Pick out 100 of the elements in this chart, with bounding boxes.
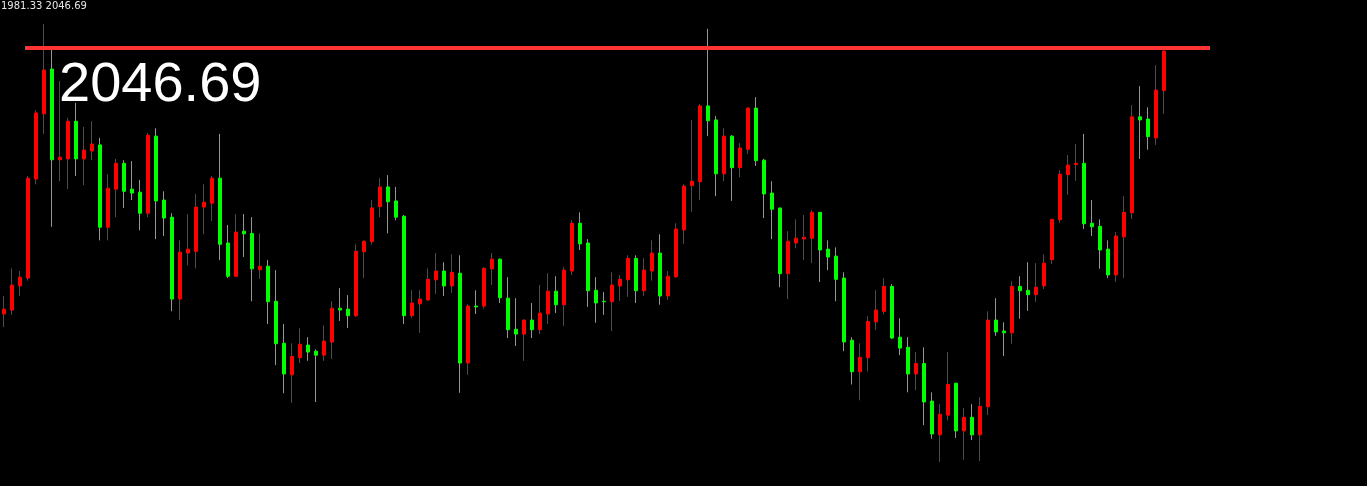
candlestick [682,183,686,245]
candlestick [690,119,694,213]
candlestick [1098,218,1102,270]
candlestick [914,351,918,391]
candlestick [378,177,382,218]
candlestick [706,28,710,137]
candlestick [186,213,190,266]
candlestick [482,266,486,310]
candlestick [434,252,438,295]
candlestick [514,297,518,347]
candlestick [194,193,198,269]
candlestick [946,351,950,421]
candlestick [794,218,798,249]
candlestick [858,342,862,401]
candlestick [882,277,886,315]
candlestick [938,403,942,463]
candlestick [546,272,550,325]
candlestick [970,403,974,441]
candlestick [1066,154,1070,196]
candlestick [58,80,62,182]
candlestick [1082,133,1086,230]
candlestick [162,190,166,237]
candlestick [754,96,758,167]
candlestick [1090,199,1094,237]
candlestick [1050,218,1054,265]
candlestick [770,180,774,240]
candlestick [170,212,174,312]
candlestick [90,120,94,161]
candlestick [370,199,374,246]
candlestick [218,133,222,261]
candlestick [786,230,790,300]
candlestick [658,233,662,306]
candlestick [874,289,878,331]
candlestick [594,276,598,324]
candlestick [106,173,110,241]
candlestick [306,336,310,362]
candlestick [290,342,294,404]
candlestick [738,142,742,178]
candlestick [666,270,670,301]
candlestick [474,289,478,315]
candlestick [826,239,830,271]
candlestick [626,254,630,298]
candlestick [418,289,422,334]
candlestick [362,239,366,279]
candlestick [730,134,734,202]
candlestick [1162,49,1166,115]
candlestick [490,252,494,286]
candlestick [1034,262,1038,303]
candlestick [258,232,262,280]
candlestick [506,276,510,339]
candlestick [402,214,406,325]
candlestick [34,109,38,185]
candlestick [466,303,470,376]
candlestick [538,284,542,335]
candlestick [850,336,854,385]
candlestick [458,254,462,394]
candlestick [266,259,270,325]
candlestick [834,246,838,302]
candlestick [578,211,582,251]
candlestick [618,274,622,302]
candlestick [906,336,910,393]
candlestick [210,175,214,222]
candlestick [330,300,334,360]
candlestick [610,271,614,332]
candlestick [1114,231,1118,283]
candlestick [178,239,182,321]
candlestick [98,137,102,241]
annotation: 2046.69 [59,49,262,113]
candlestick [650,239,654,282]
candlestick [122,159,126,209]
candlestick [842,271,846,352]
candlestick [762,158,766,219]
candlestick [1010,280,1014,345]
candlestick [1002,321,1006,357]
candlestick [354,243,358,318]
candlestick [338,287,342,322]
candlestick [202,183,206,235]
candlestick [1018,275,1022,320]
candlestick [130,160,134,201]
candlestick [74,102,78,177]
candlestick [1130,104,1134,220]
candlestick [138,179,142,231]
candlestick [1138,85,1142,160]
candlestick [346,294,350,329]
candlestick [410,289,414,319]
candlestick [394,186,398,221]
candlestick [818,211,822,283]
candlestick [274,269,278,366]
candlestick [1122,195,1126,279]
candlestick [1026,261,1030,312]
candlestick [154,127,158,240]
candlestick [994,297,998,337]
candlestick [530,302,534,339]
candlestick [66,117,70,190]
candlestick [298,327,302,364]
candlestick [746,106,750,155]
text: 1981.33 2046.69 [1,0,87,11]
candlestick [954,382,958,439]
candlestick [522,318,526,362]
candlestick [866,315,870,372]
